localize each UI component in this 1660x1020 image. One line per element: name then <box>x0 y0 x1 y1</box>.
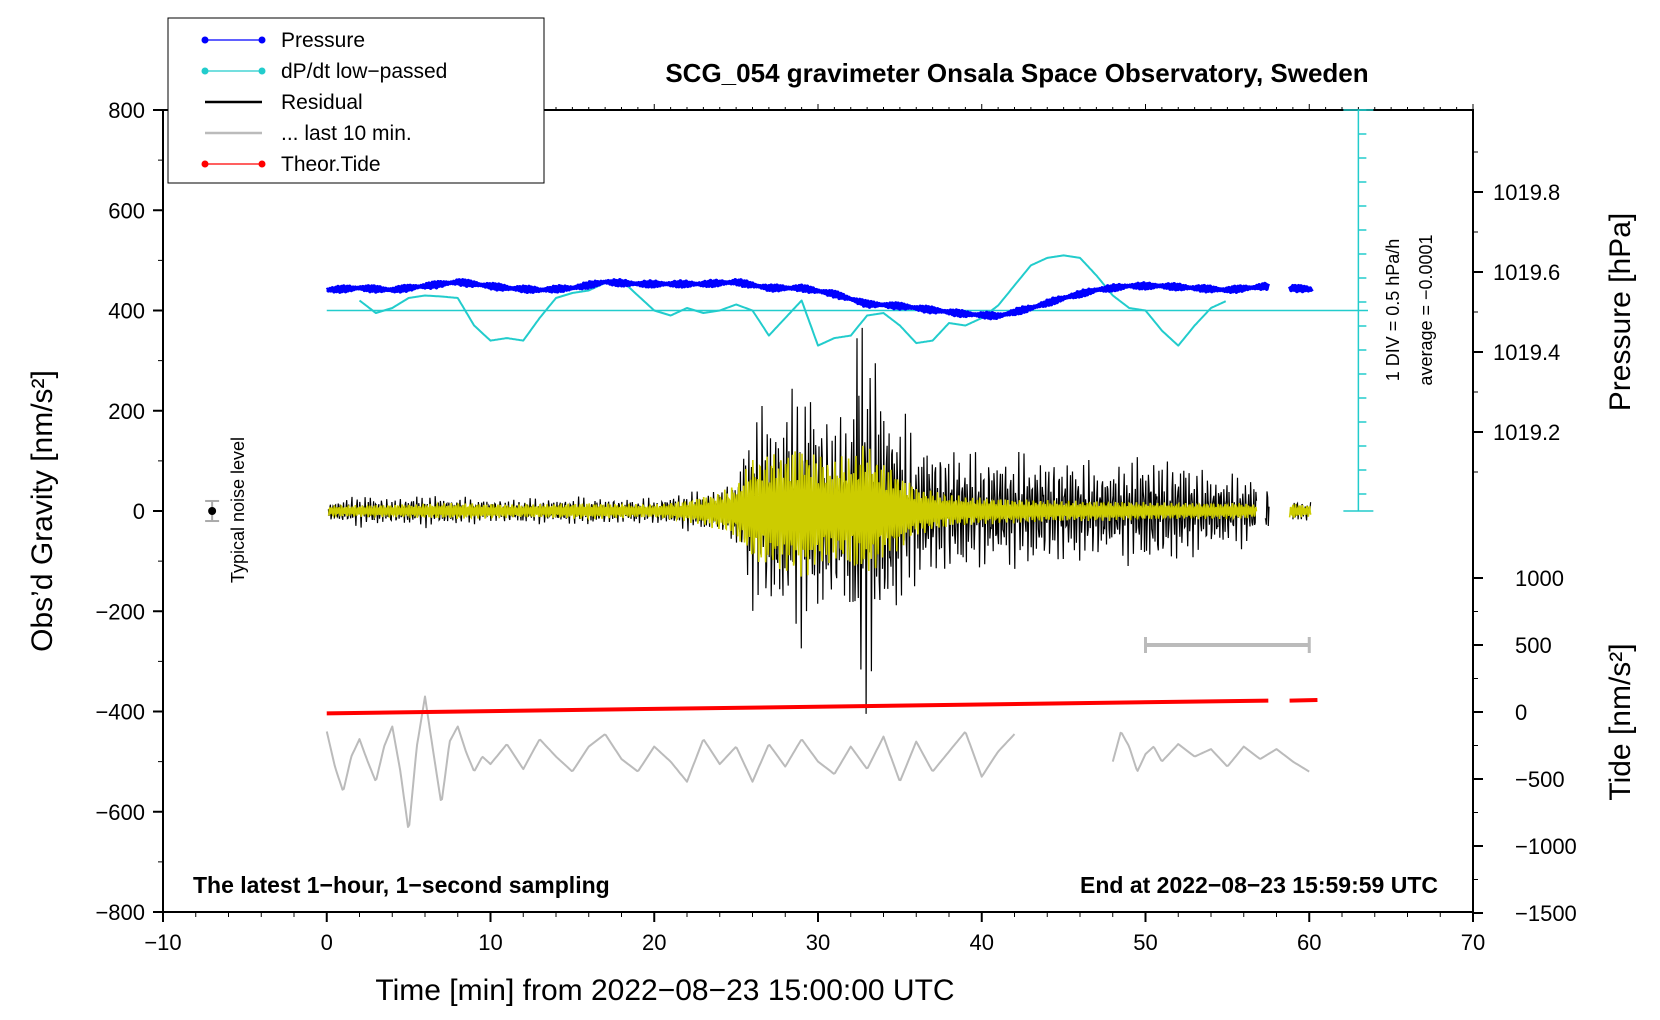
y-tick-label: 0 <box>133 499 145 524</box>
tide-line <box>1289 697 1318 703</box>
filtered-series <box>327 445 1312 577</box>
tide-line <box>326 698 1269 716</box>
tide-tick-label: 1000 <box>1515 566 1564 591</box>
footer-right: End at 2022−08−23 15:59:59 UTC <box>1080 872 1438 898</box>
y-tick-label: −200 <box>95 599 145 624</box>
pressure-series <box>325 278 1314 321</box>
tide-tick-label: −1000 <box>1515 834 1577 859</box>
y-tick-label: −600 <box>95 800 145 825</box>
residual-line <box>1264 491 1270 527</box>
last10-series <box>325 695 1310 828</box>
x-tick-label: 0 <box>321 930 333 955</box>
y-axis-label-tide: Tide [nm/s²] <box>1604 643 1637 800</box>
pressure-tick-label: 1019.8 <box>1493 180 1560 205</box>
axis-ticks: −10 0 10 20 30 40 50 60 70 800 600 400 200 0 −200 −400 −… <box>95 98 1576 955</box>
pressure-line <box>325 278 1271 321</box>
pressure-line <box>1287 283 1314 294</box>
legend-label: Pressure <box>281 29 365 52</box>
y-axis-label-left: Obs’d Gravity [nm/s²] <box>26 370 59 652</box>
tide-tick-label: 500 <box>1515 633 1552 658</box>
chart-extras <box>205 499 1311 653</box>
dpdt-series <box>358 254 1227 347</box>
tide-tick-label: −500 <box>1515 767 1565 792</box>
y-axis-label-pressure: Pressure [hPa] <box>1604 213 1637 411</box>
legend-label: Theor.Tide <box>281 153 381 176</box>
tide-tick-label: −1500 <box>1515 901 1577 926</box>
legend-dot <box>258 160 266 168</box>
legend-label: ... last 10 min. <box>281 122 412 145</box>
x-tick-label: −10 <box>144 930 181 955</box>
scale-bar-average: average = −0.0001 <box>1416 234 1436 385</box>
x-tick-label: 20 <box>642 930 666 955</box>
filtered-line <box>1288 503 1312 519</box>
pressure-tick-label: 1019.6 <box>1493 260 1560 285</box>
last10-line <box>325 695 1016 828</box>
pressure-tick-label: 1019.4 <box>1493 340 1560 365</box>
x-tick-label: 30 <box>806 930 830 955</box>
legend-dot <box>258 36 266 44</box>
noise-note: Typical noise level <box>228 437 248 583</box>
y-tick-label: 800 <box>108 98 145 123</box>
last10-line <box>1111 731 1310 773</box>
noise-marker <box>208 507 217 515</box>
legend-label: Residual <box>281 91 363 114</box>
tide-tick-label: 0 <box>1515 700 1527 725</box>
x-tick-label: 60 <box>1297 930 1321 955</box>
chart-title: SCG_054 gravimeter Onsala Space Observat… <box>665 58 1368 88</box>
filtered-line <box>327 445 1258 577</box>
tide-series <box>326 697 1318 716</box>
y-tick-label: 400 <box>108 299 145 324</box>
y-tick-label: −800 <box>95 900 145 925</box>
x-tick-label: 50 <box>1133 930 1157 955</box>
legend-dot <box>201 160 209 168</box>
legend-box <box>167 17 545 184</box>
y-tick-label: −400 <box>95 700 145 725</box>
y-tick-label: 200 <box>108 399 145 424</box>
x-axis-label: Time [min] from 2022−08−23 15:00:00 UTC <box>375 974 954 1007</box>
x-tick-label: 10 <box>478 930 502 955</box>
legend-label: dP/dt low−passed <box>281 60 447 83</box>
legend-dot <box>201 36 209 44</box>
legend-dot <box>258 67 266 75</box>
footer-left: The latest 1−hour, 1−second sampling <box>193 872 610 898</box>
pressure-tick-label: 1019.2 <box>1493 420 1560 445</box>
x-tick-label: 40 <box>970 930 994 955</box>
dpdt-line <box>358 254 1227 347</box>
dpdt-baseline <box>326 109 1374 512</box>
y-tick-label: 600 <box>108 198 145 223</box>
x-tick-label: 70 <box>1461 930 1485 955</box>
legend: Pressure dP/dt low−passed Residual ... last… <box>167 17 545 184</box>
legend-dot <box>201 67 209 75</box>
scale-bar-label: 1 DIV = 0.5 hPa/h <box>1383 239 1403 382</box>
